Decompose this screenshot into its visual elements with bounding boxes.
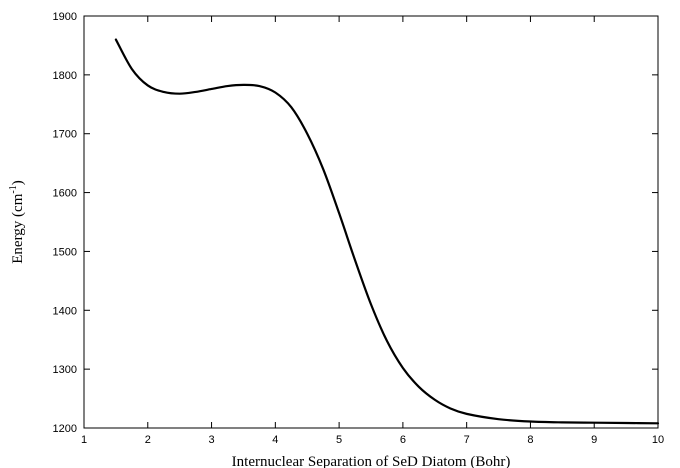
- x-tick-label: 5: [336, 434, 342, 446]
- x-tick-label: 2: [145, 434, 151, 446]
- y-tick-label: 1700: [53, 129, 77, 141]
- plot-frame: [83, 15, 659, 429]
- axis-tick-labels: 1 2 3 4 5 6 7 8 9 10 1200 1300 1400 1500 1600 1700 1800 1…: [53, 11, 665, 446]
- axis-ticks: [83, 15, 659, 429]
- x-tick-label: 6: [400, 434, 406, 446]
- y-tick-label: 1800: [53, 70, 77, 82]
- y-axis-title-superscript: -1: [8, 185, 19, 193]
- x-tick-label: 9: [591, 434, 597, 446]
- x-tick-label: 3: [208, 434, 214, 446]
- x-tick-label: 7: [464, 434, 470, 446]
- y-tick-label: 1300: [53, 364, 77, 376]
- y-tick-label: 1900: [53, 11, 77, 23]
- x-tick-label: 8: [527, 434, 533, 446]
- y-tick-label: 1600: [53, 188, 77, 200]
- x-tick-label: 1: [81, 434, 87, 446]
- y-tick-label: 1200: [53, 423, 77, 435]
- y-axis-title-main: Energy (cm: [10, 193, 26, 263]
- y-tick-label: 1400: [53, 305, 77, 317]
- y-axis-title: Energy (cm-1): [8, 180, 26, 263]
- series-line: [114, 38, 660, 425]
- x-tick-label: 4: [272, 434, 278, 446]
- y-axis-title-close: ): [10, 180, 26, 185]
- x-axis-title: Internuclear Separation of SeD Diatom (B…: [232, 454, 511, 468]
- y-tick-label: 1500: [53, 246, 77, 258]
- x-tick-label: 10: [652, 434, 664, 446]
